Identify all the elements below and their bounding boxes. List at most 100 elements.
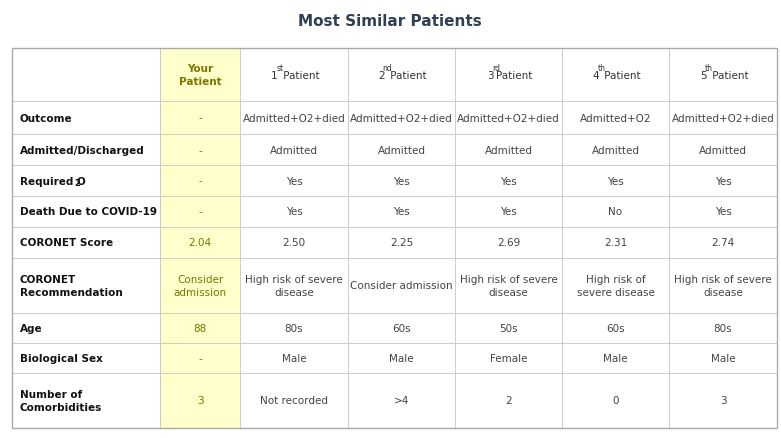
Bar: [160, 258, 240, 314]
Text: Male: Male: [603, 353, 628, 363]
Text: Admitted+O2+died: Admitted+O2+died: [457, 113, 560, 124]
Bar: [12, 49, 160, 102]
Bar: [455, 343, 562, 373]
Text: 80s: 80s: [714, 323, 733, 333]
Text: Yes: Yes: [500, 176, 517, 186]
Bar: [348, 102, 455, 135]
Text: Admitted: Admitted: [377, 145, 426, 155]
Text: Yes: Yes: [286, 176, 302, 186]
Text: 2.31: 2.31: [604, 238, 627, 248]
Bar: [669, 197, 777, 227]
Bar: [348, 314, 455, 343]
Text: >4: >4: [394, 396, 409, 406]
Text: CORONET Score: CORONET Score: [20, 238, 113, 248]
Text: 2.50: 2.50: [283, 238, 305, 248]
Text: High risk of severe
disease: High risk of severe disease: [460, 275, 558, 297]
Bar: [562, 227, 669, 258]
Text: Yes: Yes: [393, 176, 410, 186]
Bar: [160, 49, 240, 102]
Bar: [12, 258, 160, 314]
Bar: [455, 197, 562, 227]
Text: High risk of severe
disease: High risk of severe disease: [674, 275, 772, 297]
Text: High risk of severe
disease: High risk of severe disease: [245, 275, 343, 297]
Text: Yes: Yes: [715, 207, 731, 217]
Bar: [669, 343, 777, 373]
Bar: [669, 49, 777, 102]
Bar: [160, 343, 240, 373]
Text: 2: 2: [505, 396, 512, 406]
Bar: [455, 227, 562, 258]
Text: Age: Age: [20, 323, 43, 333]
Bar: [12, 314, 160, 343]
Text: Most Similar Patients: Most Similar Patients: [298, 14, 482, 28]
Text: 2.74: 2.74: [711, 238, 735, 248]
Text: Admitted/Discharged: Admitted/Discharged: [20, 145, 144, 155]
Text: CORONET
Recommendation: CORONET Recommendation: [20, 275, 123, 297]
Text: Admitted: Admitted: [591, 145, 640, 155]
Bar: [669, 102, 777, 135]
Text: Admitted+O2: Admitted+O2: [580, 113, 651, 124]
Text: Required O: Required O: [20, 176, 86, 186]
Bar: [160, 102, 240, 135]
Text: Patient: Patient: [387, 71, 427, 80]
Bar: [160, 314, 240, 343]
Text: Number of
Comorbidities: Number of Comorbidities: [20, 389, 102, 412]
Bar: [455, 258, 562, 314]
Text: 1: 1: [271, 71, 277, 80]
Text: -: -: [198, 353, 201, 363]
Bar: [669, 135, 777, 166]
Bar: [562, 197, 669, 227]
Bar: [160, 197, 240, 227]
Text: -: -: [198, 145, 201, 155]
Bar: [562, 102, 669, 135]
Text: No: No: [608, 207, 622, 217]
Text: Consider
admission: Consider admission: [173, 275, 226, 297]
Text: 80s: 80s: [285, 323, 303, 333]
Text: Patient: Patient: [601, 71, 641, 80]
Text: th: th: [597, 64, 605, 73]
Bar: [455, 102, 562, 135]
Bar: [562, 314, 669, 343]
Bar: [669, 258, 777, 314]
Bar: [160, 227, 240, 258]
Bar: [455, 166, 562, 197]
Text: Male: Male: [389, 353, 414, 363]
Bar: [240, 373, 348, 428]
Bar: [240, 49, 348, 102]
Bar: [348, 343, 455, 373]
Text: Death Due to COVID-19: Death Due to COVID-19: [20, 207, 157, 217]
Bar: [669, 314, 777, 343]
Text: Yes: Yes: [393, 207, 410, 217]
Bar: [348, 49, 455, 102]
Text: Your
Patient: Your Patient: [179, 64, 221, 87]
Text: 2.04: 2.04: [188, 238, 212, 248]
Bar: [669, 166, 777, 197]
Bar: [562, 166, 669, 197]
Bar: [160, 373, 240, 428]
Text: nd: nd: [383, 64, 392, 73]
Bar: [562, 135, 669, 166]
Text: Admitted+O2+died: Admitted+O2+died: [672, 113, 775, 124]
Bar: [348, 227, 455, 258]
Text: -: -: [198, 176, 201, 186]
Bar: [562, 258, 669, 314]
Text: 2.69: 2.69: [497, 238, 520, 248]
Bar: [562, 373, 669, 428]
Text: Yes: Yes: [607, 176, 624, 186]
Text: Biological Sex: Biological Sex: [20, 353, 103, 363]
Text: rd: rd: [492, 64, 501, 73]
Text: st: st: [276, 64, 284, 73]
Text: Patient: Patient: [709, 71, 748, 80]
Bar: [160, 135, 240, 166]
Bar: [12, 227, 160, 258]
Text: Outcome: Outcome: [20, 113, 73, 124]
Bar: [12, 49, 777, 428]
Text: 2.25: 2.25: [390, 238, 413, 248]
Text: Consider admission: Consider admission: [350, 281, 453, 291]
Bar: [348, 258, 455, 314]
Bar: [240, 343, 348, 373]
Bar: [12, 102, 160, 135]
Bar: [455, 314, 562, 343]
Bar: [240, 166, 348, 197]
Text: 60s: 60s: [392, 323, 411, 333]
